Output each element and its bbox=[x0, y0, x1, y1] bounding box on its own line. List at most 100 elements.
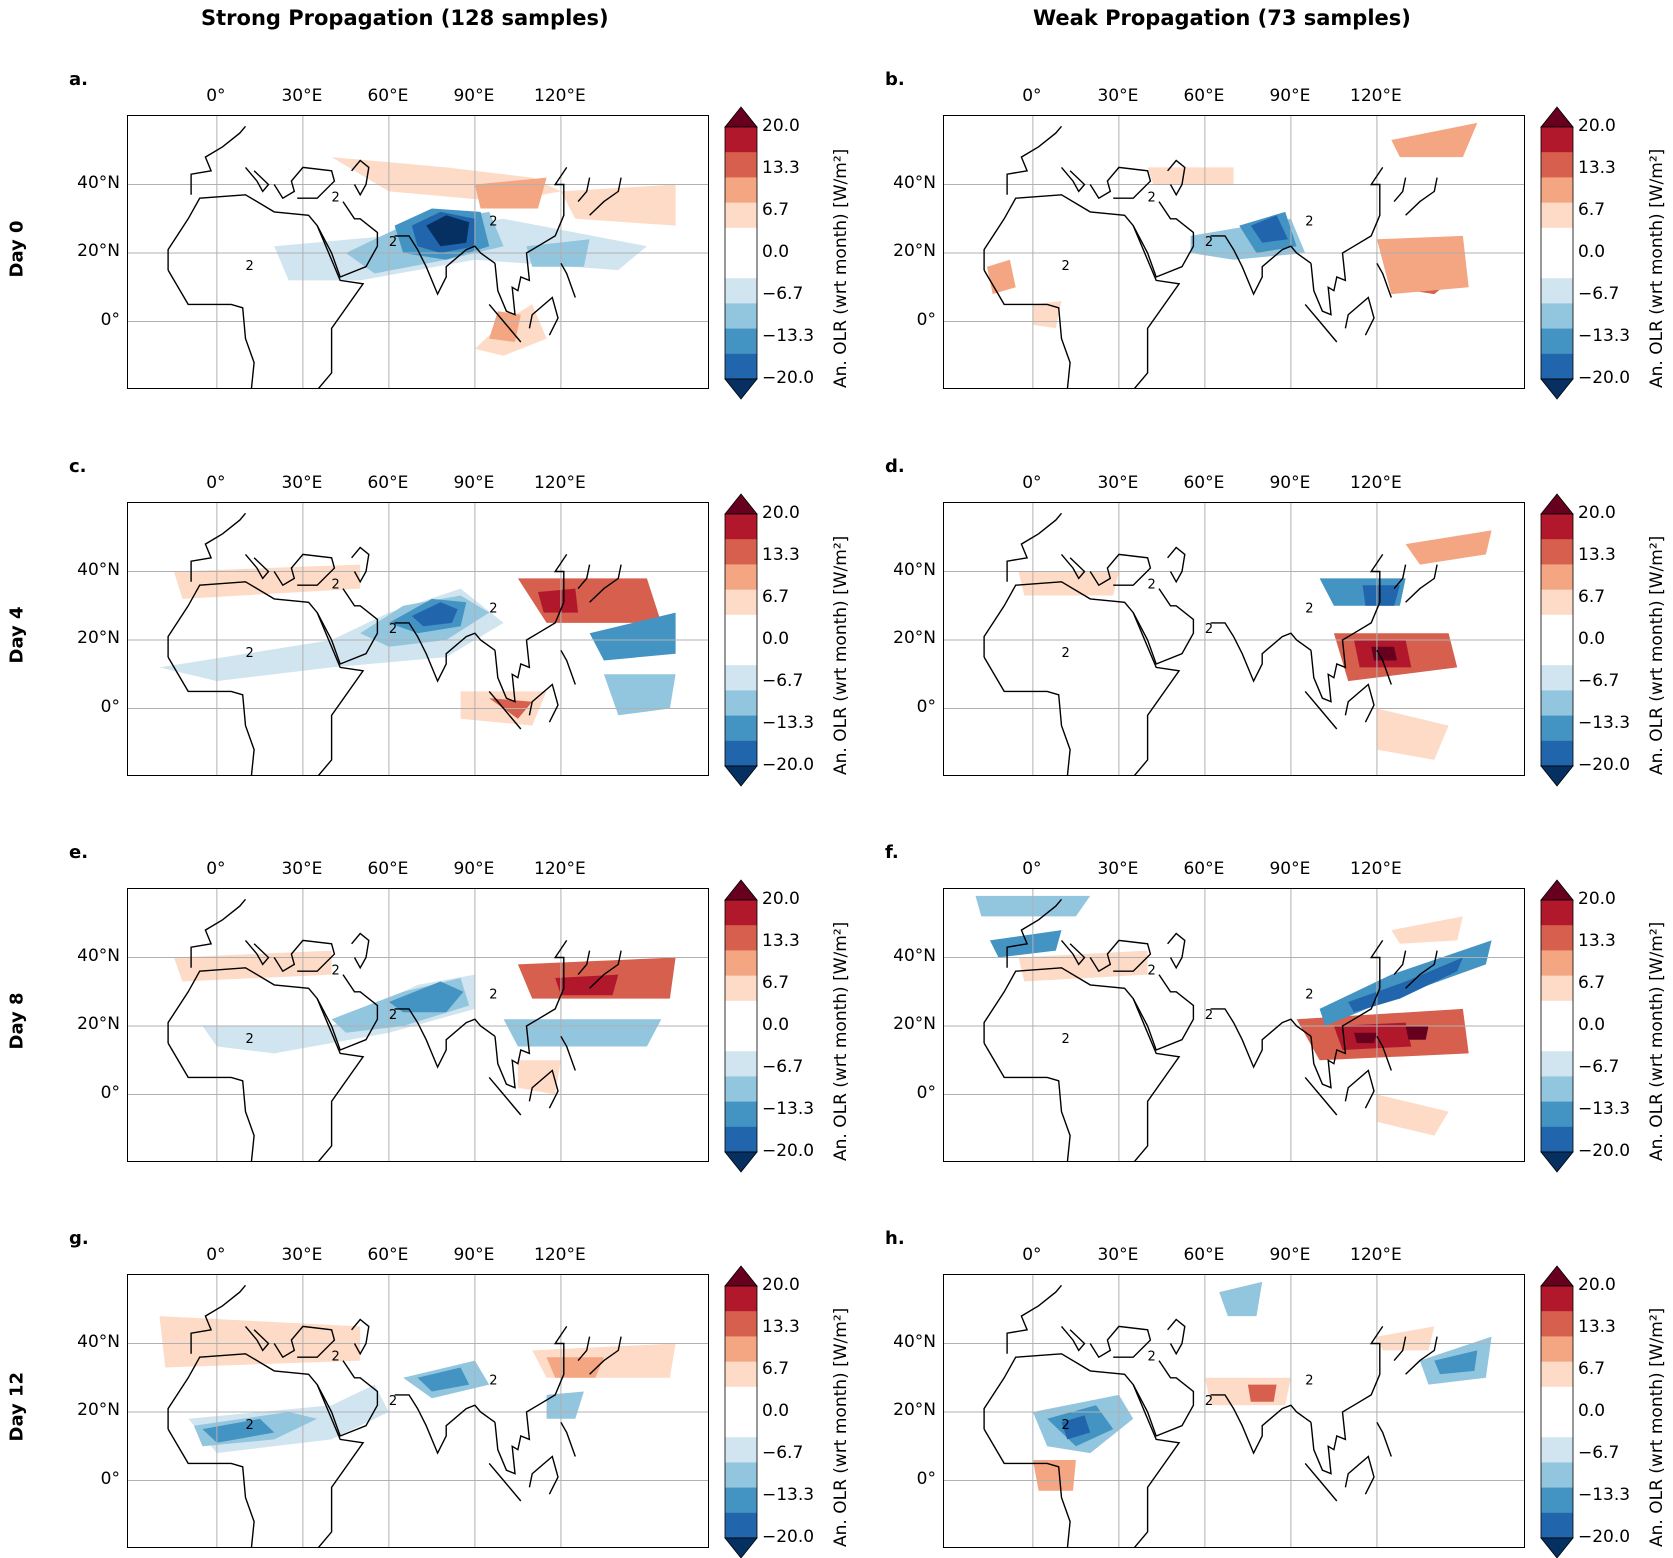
colorbar-tick-label: 0.0 bbox=[1578, 1015, 1606, 1035]
colorbar-segment bbox=[725, 152, 757, 178]
coastline bbox=[1006, 512, 1063, 582]
colorbar-tick-label: −13.3 bbox=[762, 713, 815, 733]
coastline bbox=[1006, 125, 1063, 195]
contour-label: 2 bbox=[1148, 1350, 1156, 1365]
olr-anomaly-region bbox=[1348, 957, 1463, 1013]
colorbar-segment bbox=[725, 1386, 757, 1413]
colorbar-segment bbox=[725, 900, 757, 926]
contour-label: 2 bbox=[1305, 988, 1313, 1003]
colorbar-tick-label: 13.3 bbox=[1578, 545, 1616, 565]
lon-tick-label: 60°E bbox=[1183, 859, 1225, 879]
coastline bbox=[1060, 166, 1086, 193]
colorbar-tick-label: 0.0 bbox=[762, 1401, 790, 1421]
olr-anomaly-region bbox=[1434, 1350, 1478, 1375]
lon-tick-label: 0° bbox=[1022, 473, 1042, 493]
colorbar-extend-top bbox=[1540, 493, 1574, 515]
map-canvas-c: 2 2 2 2 bbox=[128, 503, 708, 775]
coastline bbox=[589, 564, 622, 603]
colorbar-segment bbox=[725, 1311, 757, 1337]
colorbar-tick-label: 13.3 bbox=[762, 545, 800, 565]
coastline bbox=[494, 1326, 568, 1475]
coastline bbox=[244, 553, 270, 580]
lon-tick-label: 0° bbox=[1022, 86, 1042, 106]
coastline bbox=[1167, 546, 1186, 584]
colorbar-extend-top bbox=[1540, 106, 1574, 128]
lon-tick-label: 0° bbox=[206, 473, 226, 493]
colorbar-tick-label: 13.3 bbox=[1578, 931, 1616, 951]
lon-tick-label: 90°E bbox=[1269, 1245, 1311, 1265]
lon-tick-label: 120°E bbox=[534, 473, 586, 493]
colorbar-segment bbox=[1541, 127, 1573, 153]
lat-tick-label: 20°N bbox=[893, 628, 936, 648]
olr-anomaly-region bbox=[1018, 950, 1148, 982]
colorbar-tick-label: −13.3 bbox=[762, 1099, 815, 1119]
lat-tick-label: 0° bbox=[916, 309, 936, 330]
colorbar-tick-label: −6.7 bbox=[762, 284, 804, 304]
olr-anomaly-region bbox=[411, 602, 458, 627]
lat-tick-label: 20°N bbox=[893, 1400, 936, 1420]
coastline bbox=[983, 1353, 1181, 1547]
colorbar-tick-label: 13.3 bbox=[1578, 1317, 1616, 1337]
colorbar-segment bbox=[725, 227, 757, 254]
coastline bbox=[316, 974, 379, 1051]
coastline bbox=[1393, 950, 1407, 976]
lon-tick-label: 90°E bbox=[1269, 859, 1311, 879]
coastline bbox=[316, 1360, 379, 1437]
coastline bbox=[1405, 177, 1438, 216]
olr-anomaly-region bbox=[538, 588, 579, 613]
map-panel-c: 2 2 2 2 bbox=[127, 502, 709, 776]
contour-label: 2 bbox=[389, 622, 397, 637]
colorbar-segment bbox=[725, 177, 757, 204]
colorbar-label: An. OLR (wrt month) [W/m²] bbox=[1647, 1307, 1667, 1547]
colorbar-segment bbox=[725, 925, 757, 951]
colorbar-segment bbox=[1541, 640, 1573, 666]
coastline bbox=[1393, 1336, 1407, 1362]
coastline bbox=[1089, 1325, 1152, 1359]
lon-tick-label: 120°E bbox=[1350, 473, 1402, 493]
olr-anomaly-region bbox=[1376, 235, 1469, 295]
lon-tick-label: 120°E bbox=[1350, 1245, 1402, 1265]
colorbar-segment bbox=[725, 1101, 757, 1128]
colorbar-segment bbox=[1541, 253, 1573, 279]
contour-label: 2 bbox=[1148, 964, 1156, 979]
coastline bbox=[983, 194, 1181, 388]
lat-tick-label: 40°N bbox=[893, 559, 936, 580]
lon-tick-label: 120°E bbox=[534, 859, 586, 879]
map-canvas-a: 2 2 2 2 bbox=[128, 116, 708, 388]
coastline bbox=[167, 967, 365, 1161]
colorbar-segment bbox=[725, 328, 757, 355]
colorbar-tick-label: 20.0 bbox=[1578, 116, 1616, 136]
lon-tick-label: 60°E bbox=[1183, 473, 1225, 493]
colorbar-segment bbox=[1541, 1386, 1573, 1413]
lon-tick-label: 120°E bbox=[534, 86, 586, 106]
colorbar-label: An. OLR (wrt month) [W/m²] bbox=[831, 148, 851, 388]
colorbar-segment bbox=[1541, 1462, 1573, 1489]
colorbar-extend-bottom bbox=[1540, 765, 1574, 787]
panel-letter-h: h. bbox=[885, 1228, 905, 1249]
colorbar-tick-label: 0.0 bbox=[762, 1015, 790, 1035]
contour-label: 2 bbox=[1062, 646, 1070, 661]
lon-tick-label: 60°E bbox=[1183, 1245, 1225, 1265]
colorbar-tick-label: −6.7 bbox=[762, 1057, 804, 1077]
lon-tick-label: 90°E bbox=[453, 1245, 495, 1265]
coastline bbox=[560, 262, 576, 298]
colorbar-tick-label: 6.7 bbox=[1578, 200, 1606, 220]
coastline bbox=[167, 1353, 365, 1547]
lon-tick-label: 30°E bbox=[281, 473, 323, 493]
colorbar-segment bbox=[725, 1051, 757, 1077]
coastline bbox=[983, 967, 1181, 1161]
map-canvas-b: 2 2 2 2 bbox=[944, 116, 1524, 388]
contour-label: 2 bbox=[1305, 602, 1313, 617]
colorbar-segment bbox=[725, 950, 757, 977]
coastline bbox=[494, 554, 568, 703]
map-canvas-h: 2 2 2 2 bbox=[944, 1275, 1524, 1547]
colorbar-tick-label: −20.0 bbox=[762, 755, 815, 775]
colorbar-tick-label: −13.3 bbox=[1578, 713, 1631, 733]
lat-tick-label: 0° bbox=[100, 1082, 120, 1103]
colorbar-tick-label: 13.3 bbox=[762, 158, 800, 178]
colorbar-segment bbox=[1541, 925, 1573, 951]
lon-tick-label: 30°E bbox=[1097, 859, 1139, 879]
colorbar-segment bbox=[1541, 303, 1573, 330]
olr-anomaly-region bbox=[202, 1418, 275, 1443]
coastline bbox=[1310, 167, 1384, 316]
